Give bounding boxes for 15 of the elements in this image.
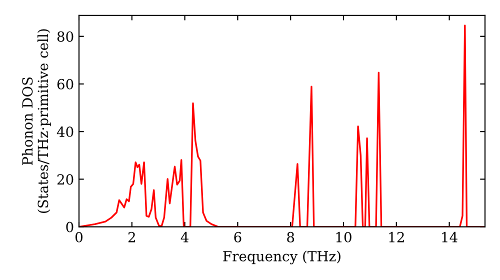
y-tick-label: 40 [56,126,74,138]
x-tick-label: 10 [336,232,352,242]
x-tick-label: 12 [389,232,404,242]
y-tick-label: 20 [57,174,74,185]
x-tick-label: 6 [234,232,242,242]
y-tick-label: 80 [57,31,74,42]
x-tick-label: 2 [128,232,135,242]
x-tick-label: 0 [75,232,82,242]
y-tick-label: 0 [66,222,74,232]
x-axis-title: Frequency (THz) [223,250,340,264]
x-tick-label: 4 [180,232,189,242]
y-axis-title: Phonon DOS (States/THz·primitive cell) [22,29,51,213]
x-tick-label: 14 [442,232,458,242]
x-tick-label: 8 [287,232,294,242]
y-tick-label: 60 [57,78,74,90]
